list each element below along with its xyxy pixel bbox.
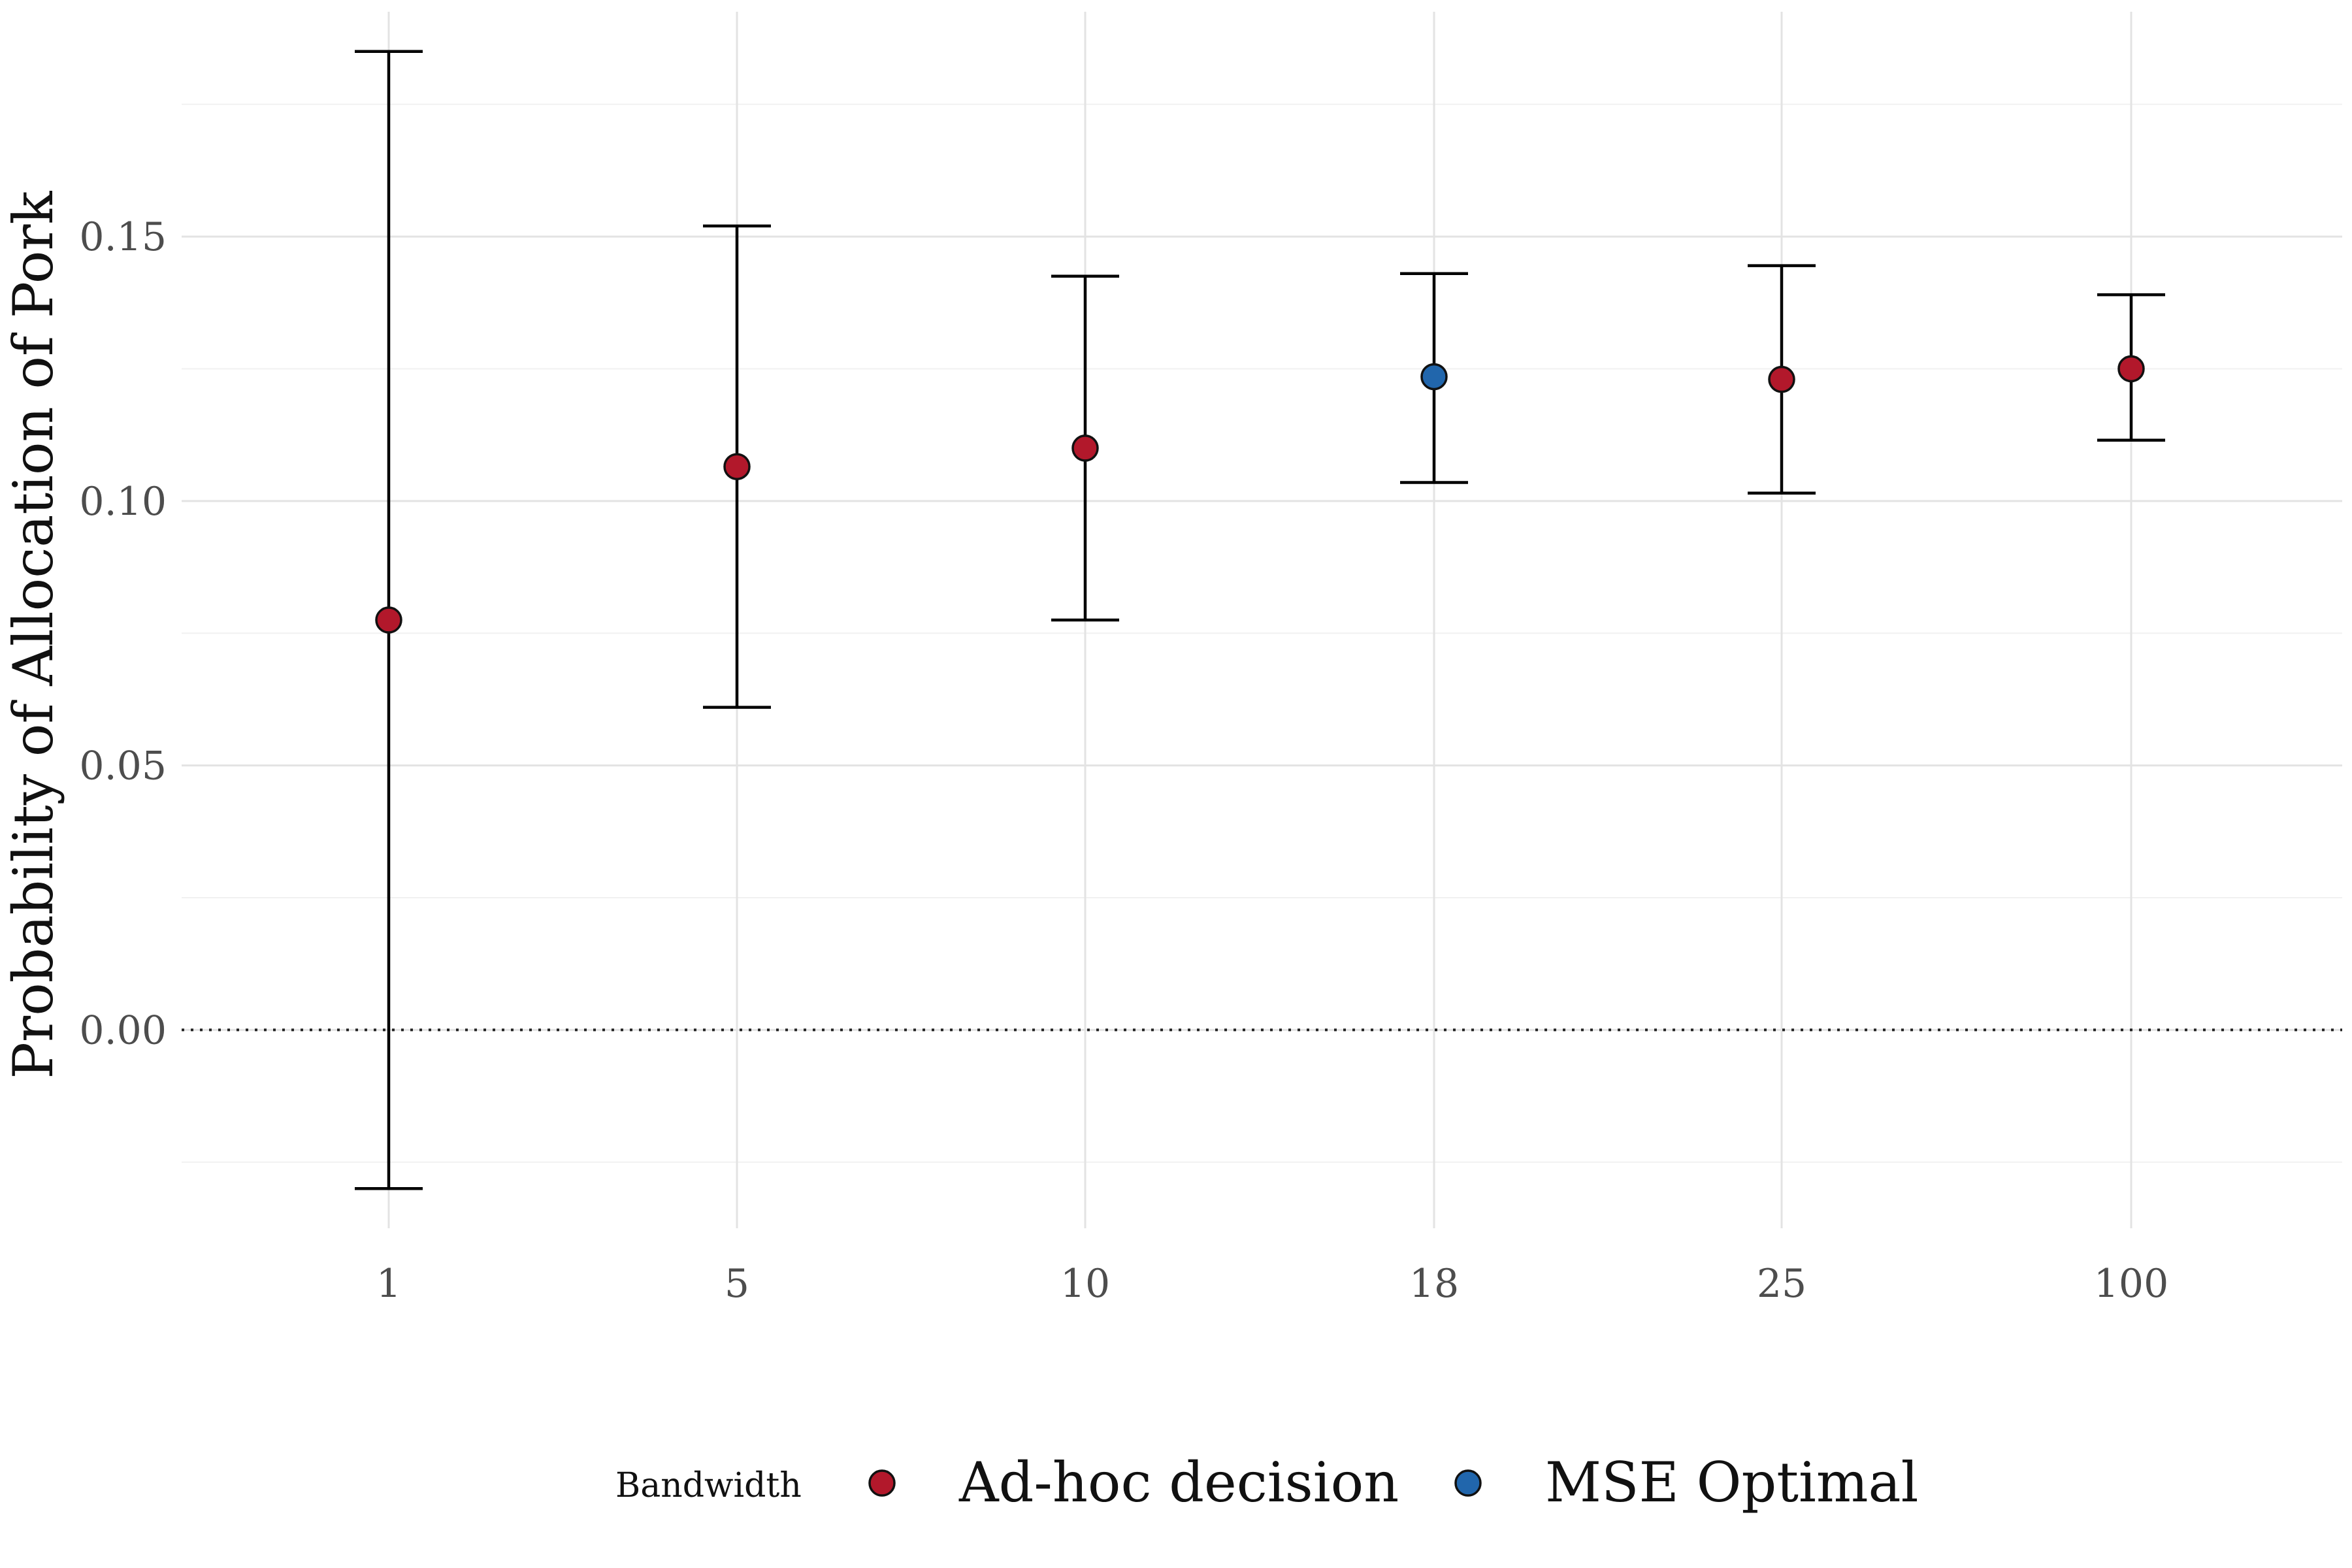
legend-entry: MSE Optimal <box>1454 1450 1918 1514</box>
x-tick-label: 5 <box>725 1261 749 1307</box>
data-point <box>375 606 402 634</box>
legend-label: MSE Optimal <box>1545 1450 1918 1514</box>
y-tick-label: 0.05 <box>79 743 167 789</box>
y-tick-labels: 0.00 0.05 0.10 0.15 <box>79 214 167 1053</box>
legend-swatch <box>868 1469 896 1497</box>
legend-label: Ad-hoc decision <box>958 1450 1399 1514</box>
series-group <box>355 50 2165 1190</box>
x-tick-label: 10 <box>1060 1261 1110 1307</box>
legend-entry: Ad-hoc decision <box>868 1450 1399 1514</box>
data-point <box>2117 355 2145 383</box>
series-layer <box>355 50 2165 1190</box>
y-axis-title: Probability of Allocation of Pork <box>1 190 65 1079</box>
x-tick-label: 100 <box>2094 1261 2169 1307</box>
y-tick-label: 0.00 <box>79 1007 167 1053</box>
x-tick-label: 25 <box>1757 1261 1806 1307</box>
grid-layer <box>182 12 2342 1228</box>
data-point <box>1420 363 1448 391</box>
x-tick-label: 1 <box>376 1261 401 1307</box>
y-tick-label: 0.10 <box>79 479 167 525</box>
x-tick-label: 18 <box>1409 1261 1459 1307</box>
legend: Bandwidth Ad-hoc decision MSE Optimal <box>615 1450 1918 1514</box>
series-group <box>1400 272 1468 484</box>
x-tick-labels: 1 5 10 18 25 100 <box>376 1261 2168 1307</box>
legend-title: Bandwidth <box>615 1466 802 1505</box>
legend-swatch <box>1454 1469 1482 1497</box>
data-point <box>723 453 751 480</box>
data-point <box>1768 365 1795 393</box>
data-point <box>1071 434 1099 462</box>
legend-items: Ad-hoc decision MSE Optimal <box>868 1450 1918 1514</box>
y-tick-label: 0.15 <box>79 214 167 260</box>
